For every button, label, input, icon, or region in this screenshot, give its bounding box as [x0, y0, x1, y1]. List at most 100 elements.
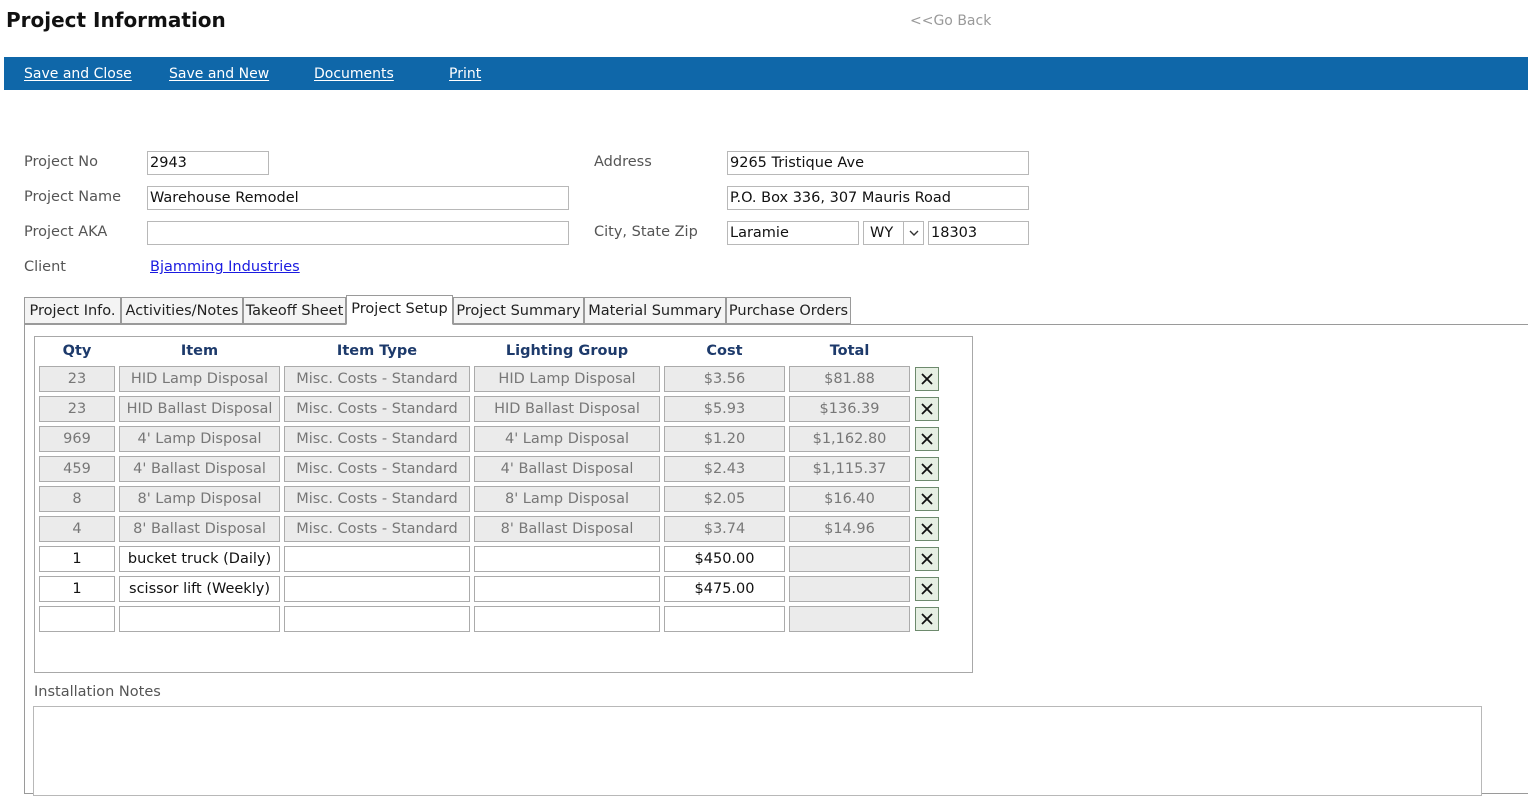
item-cell[interactable] [119, 606, 280, 632]
installation-notes-field[interactable] [33, 706, 1482, 796]
lighting-group-cell[interactable] [474, 546, 660, 572]
item-type-cell[interactable] [284, 546, 470, 572]
qty-cell: 8 [39, 486, 115, 512]
address-line2-field[interactable] [727, 186, 1029, 210]
cost-cell: $2.43 [664, 456, 785, 482]
cost-cell: $3.56 [664, 366, 785, 392]
tab-project-info[interactable]: Project Info. [24, 297, 121, 324]
item-type-cell: Misc. Costs - Standard [284, 516, 470, 542]
column-header-total: Total [829, 343, 870, 359]
delete-row-button[interactable] [915, 427, 939, 451]
total-cell [789, 576, 910, 602]
chevron-down-icon[interactable] [903, 222, 923, 244]
setup-grid [34, 336, 973, 673]
qty-cell: 23 [39, 396, 115, 422]
project-aka-field[interactable] [147, 221, 569, 245]
item-cell: 8' Lamp Disposal [119, 486, 280, 512]
delete-row-button[interactable] [915, 607, 939, 631]
cost-cell[interactable]: $475.00 [664, 576, 785, 602]
delete-row-button[interactable] [915, 367, 939, 391]
cost-cell[interactable]: $450.00 [664, 546, 785, 572]
lighting-group-cell: 4' Lamp Disposal [474, 426, 660, 452]
total-cell: $14.96 [789, 516, 910, 542]
close-x-icon [921, 523, 933, 535]
client-label: Client [24, 259, 66, 275]
item-cell[interactable]: scissor lift (Weekly) [119, 576, 280, 602]
cost-cell: $2.05 [664, 486, 785, 512]
lighting-group-cell[interactable] [474, 576, 660, 602]
project-no-field[interactable] [147, 151, 269, 175]
zip-field[interactable] [928, 221, 1029, 245]
item-type-cell: Misc. Costs - Standard [284, 366, 470, 392]
cost-cell: $1.20 [664, 426, 785, 452]
item-type-cell: Misc. Costs - Standard [284, 456, 470, 482]
qty-cell: 969 [39, 426, 115, 452]
city-field[interactable] [727, 221, 859, 245]
tab-project-summary[interactable]: Project Summary [453, 297, 584, 324]
project-no-label: Project No [24, 154, 98, 170]
save-and-close-button[interactable]: Save and Close [24, 66, 132, 82]
qty-cell[interactable]: 1 [39, 546, 115, 572]
item-type-cell: Misc. Costs - Standard [284, 486, 470, 512]
qty-cell: 4 [39, 516, 115, 542]
lighting-group-cell: 8' Lamp Disposal [474, 486, 660, 512]
lighting-group-cell: 4' Ballast Disposal [474, 456, 660, 482]
client-link[interactable]: Bjamming Industries [150, 259, 300, 275]
column-header-cost: Cost [706, 343, 743, 359]
item-type-cell[interactable] [284, 606, 470, 632]
total-cell: $1,115.37 [789, 456, 910, 482]
documents-button[interactable]: Documents [314, 66, 394, 82]
print-button[interactable]: Print [449, 66, 482, 82]
installation-notes-label: Installation Notes [34, 684, 161, 700]
project-aka-label: Project AKA [24, 224, 108, 240]
toolbar: Save and Close Save and New Documents Pr… [4, 57, 1528, 90]
item-type-cell[interactable] [284, 576, 470, 602]
lighting-group-cell[interactable] [474, 606, 660, 632]
qty-cell[interactable] [39, 606, 115, 632]
lighting-group-cell: 8' Ballast Disposal [474, 516, 660, 542]
tab-project-setup[interactable]: Project Setup [346, 295, 453, 325]
column-header-lighting-group: Lighting Group [505, 343, 629, 359]
total-cell: $1,162.80 [789, 426, 910, 452]
item-cell[interactable]: bucket truck (Daily) [119, 546, 280, 572]
city-state-zip-label: City, State Zip [594, 224, 698, 240]
lighting-group-cell: HID Ballast Disposal [474, 396, 660, 422]
total-cell: $136.39 [789, 396, 910, 422]
state-select-value: WY [870, 225, 894, 241]
delete-row-button[interactable] [915, 457, 939, 481]
project-name-field[interactable] [147, 186, 569, 210]
save-and-new-button[interactable]: Save and New [169, 66, 270, 82]
delete-row-button[interactable] [915, 547, 939, 571]
item-cell: 4' Ballast Disposal [119, 456, 280, 482]
tab-takeoff-sheet[interactable]: Takeoff Sheet [243, 297, 346, 324]
close-x-icon [921, 613, 933, 625]
total-cell [789, 546, 910, 572]
cost-cell: $3.74 [664, 516, 785, 542]
tab-activities-notes[interactable]: Activities/Notes [121, 297, 243, 324]
page-title: Project Information [6, 8, 226, 32]
state-select[interactable]: WY [863, 221, 924, 245]
item-cell: 4' Lamp Disposal [119, 426, 280, 452]
close-x-icon [921, 493, 933, 505]
address-line1-field[interactable] [727, 151, 1029, 175]
address-label: Address [594, 154, 652, 170]
delete-row-button[interactable] [915, 517, 939, 541]
cost-cell[interactable] [664, 606, 785, 632]
item-cell: HID Ballast Disposal [119, 396, 280, 422]
total-cell [789, 606, 910, 632]
item-type-cell: Misc. Costs - Standard [284, 396, 470, 422]
lighting-group-cell: HID Lamp Disposal [474, 366, 660, 392]
delete-row-button[interactable] [915, 487, 939, 511]
tab-material-summary[interactable]: Material Summary [584, 297, 726, 324]
column-header-qty: Qty [62, 343, 92, 359]
qty-cell[interactable]: 1 [39, 576, 115, 602]
item-type-cell: Misc. Costs - Standard [284, 426, 470, 452]
close-x-icon [921, 463, 933, 475]
delete-row-button[interactable] [915, 577, 939, 601]
delete-row-button[interactable] [915, 397, 939, 421]
item-cell: 8' Ballast Disposal [119, 516, 280, 542]
total-cell: $16.40 [789, 486, 910, 512]
total-cell: $81.88 [789, 366, 910, 392]
tab-purchase-orders[interactable]: Purchase Orders [726, 297, 851, 324]
go-back-link[interactable]: <<Go Back [910, 13, 992, 29]
